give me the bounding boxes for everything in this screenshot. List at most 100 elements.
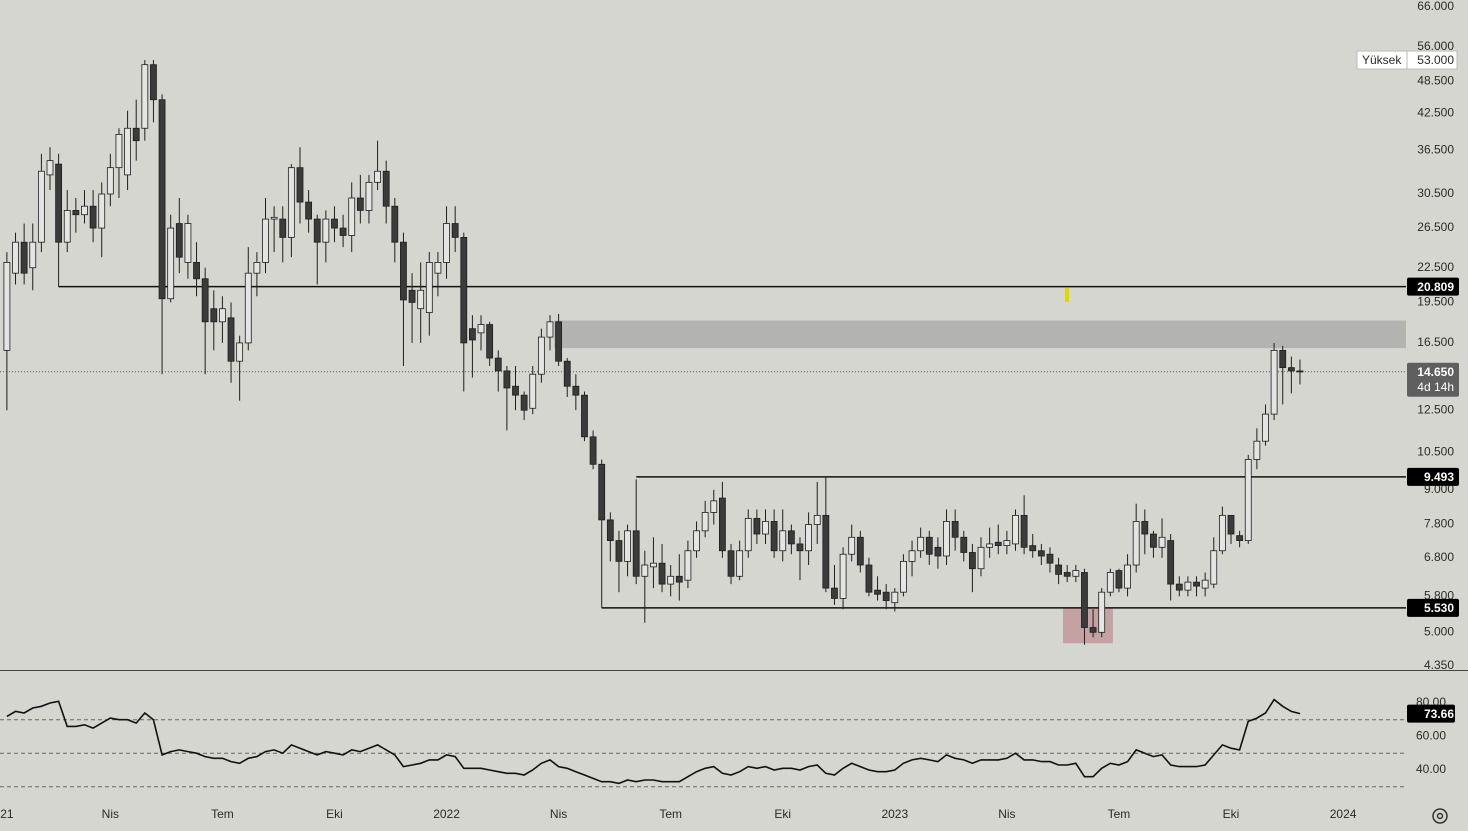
candle-body bbox=[184, 223, 192, 263]
candle-body bbox=[1279, 349, 1287, 369]
candle-body bbox=[762, 521, 769, 535]
candle-body bbox=[434, 262, 442, 274]
candle-body bbox=[417, 289, 425, 310]
candle-body bbox=[167, 227, 175, 300]
candle-body bbox=[227, 317, 235, 362]
high-label-value: 53.000 bbox=[1417, 53, 1454, 67]
candle-body bbox=[563, 360, 571, 387]
candle-body bbox=[822, 514, 830, 589]
candle-body bbox=[615, 540, 623, 562]
price-label: 20.809 bbox=[1417, 280, 1454, 294]
candle-body bbox=[37, 170, 45, 243]
candle-body bbox=[20, 241, 28, 274]
candle-body bbox=[710, 500, 718, 513]
candle-body bbox=[658, 562, 666, 585]
candle-body bbox=[839, 553, 847, 599]
candle-body bbox=[917, 536, 925, 552]
candle-body bbox=[1184, 581, 1192, 591]
candle-body bbox=[943, 521, 950, 557]
candle-body bbox=[1098, 591, 1106, 633]
candle-body bbox=[477, 324, 485, 334]
candle-body bbox=[98, 193, 106, 229]
candle-body bbox=[106, 167, 114, 195]
candle-body bbox=[400, 241, 407, 301]
candle-body bbox=[848, 536, 856, 555]
candle-body bbox=[141, 64, 149, 129]
candle-body bbox=[1150, 533, 1157, 548]
y-tick-label: 22.500 bbox=[1417, 260, 1454, 274]
candle-body bbox=[313, 218, 321, 243]
candle-body bbox=[650, 562, 657, 568]
candle-body bbox=[1020, 514, 1028, 548]
candle-body bbox=[1063, 572, 1071, 577]
candle-body bbox=[270, 216, 278, 220]
candle-body bbox=[1201, 579, 1209, 589]
candle-body bbox=[977, 546, 985, 570]
price-label: 9.493 bbox=[1424, 470, 1454, 484]
candle-body bbox=[520, 394, 528, 411]
candle-body bbox=[46, 160, 54, 176]
x-tick-label: Eki bbox=[326, 807, 343, 821]
candle-body bbox=[1175, 583, 1183, 591]
candle-body bbox=[150, 64, 157, 101]
rsi-line bbox=[6, 698, 1301, 785]
candle-body bbox=[1270, 349, 1278, 415]
settings-icon[interactable] bbox=[1432, 808, 1448, 824]
last-price-box bbox=[1407, 362, 1459, 397]
candle-body bbox=[451, 223, 459, 238]
candle-body bbox=[900, 560, 907, 593]
candle-body bbox=[529, 373, 537, 409]
candle-body bbox=[287, 167, 295, 238]
candle-body bbox=[1236, 535, 1244, 541]
candle-body bbox=[3, 262, 11, 351]
x-tick-label: Tem bbox=[211, 807, 234, 821]
candle-body bbox=[63, 210, 71, 243]
y-tick-label: 7.800 bbox=[1424, 517, 1454, 531]
candle-body bbox=[537, 336, 545, 375]
candle-body bbox=[72, 210, 80, 216]
zone bbox=[1062, 607, 1113, 644]
candle-body bbox=[469, 328, 476, 341]
candle-body bbox=[908, 550, 916, 562]
candle-body bbox=[503, 370, 511, 389]
candle-body bbox=[348, 197, 356, 236]
settings-icon-center bbox=[1436, 812, 1444, 820]
candle-body bbox=[175, 223, 183, 258]
candle-body bbox=[253, 262, 261, 274]
y-tick-label: 56.000 bbox=[1417, 39, 1454, 53]
candle-body bbox=[89, 205, 97, 229]
candle-body bbox=[305, 201, 313, 220]
price-label: 5.530 bbox=[1424, 601, 1454, 615]
candle-body bbox=[391, 205, 399, 243]
candle-body bbox=[986, 543, 994, 548]
candle-body bbox=[12, 241, 19, 274]
candle-body bbox=[382, 170, 390, 207]
candle-body bbox=[606, 519, 614, 541]
candle-body bbox=[279, 218, 287, 238]
candle-body bbox=[718, 497, 726, 552]
candle-body bbox=[572, 385, 580, 396]
x-tick-label: Eki bbox=[1223, 807, 1240, 821]
candle-body bbox=[1287, 367, 1295, 372]
candle-body bbox=[1037, 550, 1045, 557]
candle-body bbox=[753, 517, 761, 535]
candle-body bbox=[856, 536, 864, 566]
price-label-box bbox=[1407, 704, 1455, 723]
candle-body bbox=[813, 514, 821, 525]
candle-body bbox=[951, 521, 959, 538]
candle-body bbox=[1167, 540, 1175, 585]
candle-body bbox=[744, 517, 752, 552]
candle-body bbox=[1081, 572, 1088, 628]
candle-body bbox=[115, 134, 123, 169]
y-tick-label: 48.500 bbox=[1417, 74, 1454, 88]
candle-body bbox=[1158, 536, 1166, 548]
y-tick-label: 40.00 bbox=[1416, 762, 1446, 776]
candle-body bbox=[632, 530, 640, 577]
candle-body bbox=[701, 511, 709, 532]
candle-body bbox=[1003, 540, 1011, 547]
candle-body bbox=[1296, 370, 1304, 373]
candle-body bbox=[1072, 570, 1080, 577]
candle-body bbox=[667, 575, 675, 585]
candle-body bbox=[193, 262, 200, 280]
